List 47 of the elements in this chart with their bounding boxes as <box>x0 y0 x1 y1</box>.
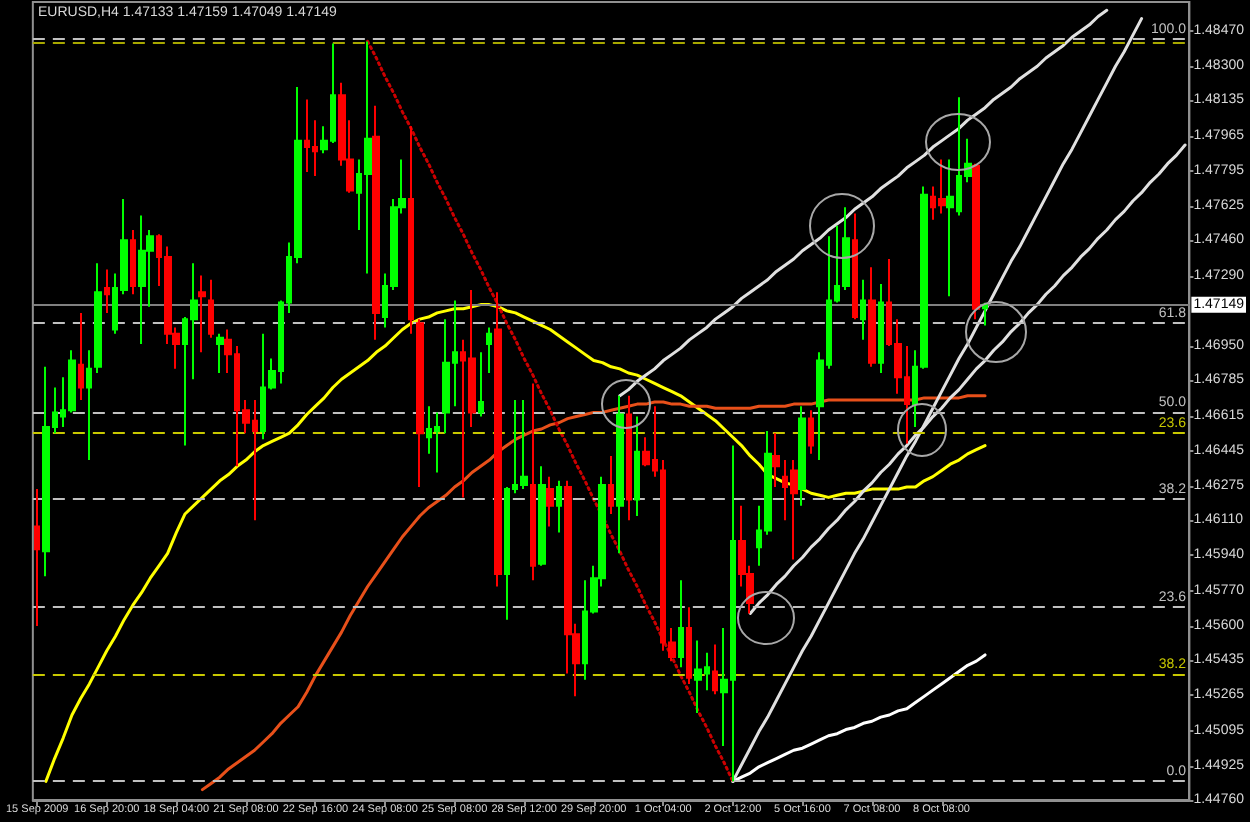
candlestick <box>860 278 866 341</box>
candlestick <box>416 318 424 489</box>
candlestick <box>34 488 40 627</box>
candlestick <box>364 40 372 275</box>
candlestick <box>608 454 614 515</box>
candlestick <box>434 411 440 474</box>
candlestick <box>712 643 718 696</box>
candlestick <box>520 398 528 491</box>
candlestick <box>878 282 884 375</box>
line-series <box>366 39 735 783</box>
candlestick <box>408 125 414 335</box>
candlestick <box>208 278 214 339</box>
candlestick <box>138 214 146 345</box>
candlestick <box>538 465 546 567</box>
line-series <box>731 653 987 783</box>
candlestick <box>938 158 946 215</box>
candlestick <box>216 332 224 375</box>
line-series <box>44 303 987 783</box>
candlestick <box>626 394 632 522</box>
candlestick <box>808 409 814 455</box>
candlestick <box>852 212 858 321</box>
candlestick <box>78 311 84 401</box>
candlestick <box>982 301 988 327</box>
candlestick <box>678 579 684 669</box>
candlestick <box>42 365 50 578</box>
candlestick <box>972 162 980 321</box>
candlestick <box>94 262 102 375</box>
candlestick <box>546 475 554 528</box>
candlestick <box>686 606 692 685</box>
candlestick <box>790 459 798 561</box>
candlestick <box>772 432 780 489</box>
candlestick <box>372 104 380 341</box>
candlestick <box>530 382 536 582</box>
candlestick <box>694 639 702 714</box>
candlestick <box>556 479 562 534</box>
candlestick <box>198 274 206 354</box>
candlestick <box>104 268 110 314</box>
candlestick <box>130 229 136 296</box>
candlestick <box>86 349 92 462</box>
candlestick <box>616 394 624 555</box>
candlestick <box>634 415 640 518</box>
candlestick <box>868 266 876 368</box>
candlestick <box>494 291 502 588</box>
candlestick <box>304 98 310 173</box>
candlestick <box>486 326 492 375</box>
candlestick <box>478 351 484 418</box>
candlestick <box>798 405 806 507</box>
